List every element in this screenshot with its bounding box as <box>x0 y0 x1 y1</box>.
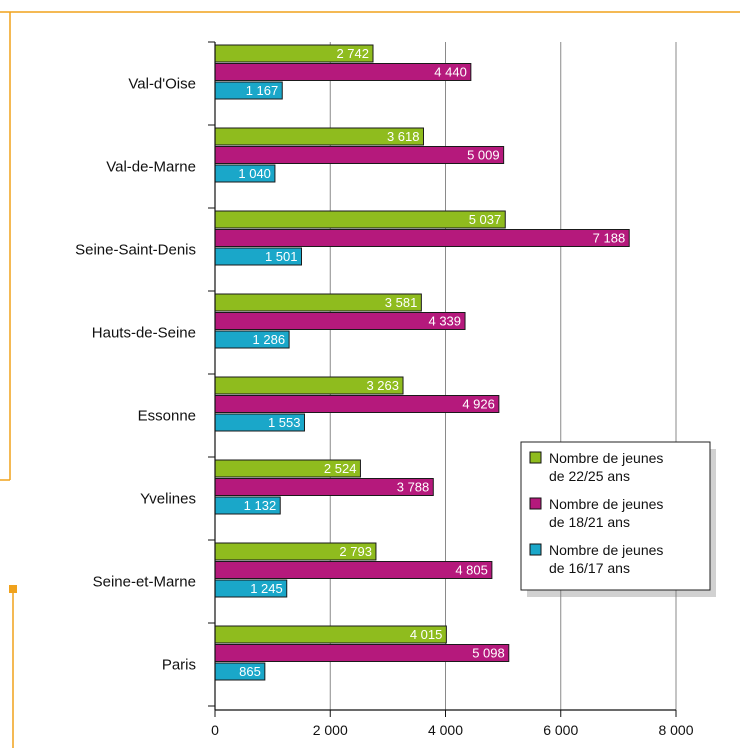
bar-label-val-de-marne-series-3: 1 040 <box>238 166 271 181</box>
bar-label-seine-saint-denis-series-2: 7 188 <box>593 231 626 246</box>
bar-label-val-de-marne-series-1: 3 618 <box>387 129 420 144</box>
bar-label-seine-et-marne-series-2: 4 805 <box>455 563 488 578</box>
legend-label-series-3-line-2: de 16/17 ans <box>549 560 630 576</box>
bar-label-seine-saint-denis-series-3: 1 501 <box>265 249 298 264</box>
legend-swatch-series-1 <box>529 451 542 464</box>
bar-label-yvelines-series-2: 3 788 <box>397 480 430 495</box>
bar-val-de-marne-series-2 <box>214 146 505 164</box>
bar-label-yvelines-series-3: 1 132 <box>244 498 277 513</box>
bar-label-val-de-marne-series-2: 5 009 <box>467 148 500 163</box>
bar-label-val-d-oise-series-3: 1 167 <box>246 83 279 98</box>
bar-label-paris-series-2: 5 098 <box>472 646 505 661</box>
category-label-paris: Paris <box>162 657 196 674</box>
bar-essonne-series-2 <box>214 395 500 413</box>
category-label-hauts-de-seine: Hauts-de-Seine <box>92 325 196 342</box>
bar-label-yvelines-series-1: 2 524 <box>324 461 357 476</box>
decorative-frame <box>0 11 740 748</box>
bar-label-val-d-oise-series-2: 4 440 <box>434 65 467 80</box>
legend: Nombre de jeunes de 22/25 ans Nombre de je… <box>520 441 716 597</box>
bar-seine-et-marne-series-2 <box>214 561 493 579</box>
bar-label-paris-series-3: 865 <box>239 664 261 679</box>
bar-label-essonne-series-3: 1 553 <box>268 415 301 430</box>
bar-label-essonne-series-1: 3 263 <box>366 378 399 393</box>
bar-label-seine-saint-denis-series-1: 5 037 <box>469 212 502 227</box>
bar-label-seine-et-marne-series-1: 2 793 <box>339 544 372 559</box>
bar-val-d-oise-series-2 <box>214 63 472 81</box>
category-label-seine-saint-denis: Seine-Saint-Denis <box>75 242 196 259</box>
legend-label-series-1-line-1: Nombre de jeunes <box>549 450 663 466</box>
x-tick-label-0: 0 <box>211 722 219 738</box>
legend-swatch-series-3 <box>529 543 542 556</box>
category-label-yvelines: Yvelines <box>140 491 196 508</box>
bar-label-hauts-de-seine-series-3: 1 286 <box>253 332 286 347</box>
bar-label-essonne-series-2: 4 926 <box>462 397 495 412</box>
legend-label-series-3-line-1: Nombre de jeunes <box>549 542 663 558</box>
bar-label-paris-series-1: 4 015 <box>410 627 443 642</box>
bar-label-hauts-de-seine-series-1: 3 581 <box>385 295 418 310</box>
bar-label-val-d-oise-series-1: 2 742 <box>336 46 369 61</box>
legend-label-series-2-line-1: Nombre de jeunes <box>549 496 663 512</box>
bar-label-seine-et-marne-series-3: 1 245 <box>250 581 283 596</box>
category-label-val-d-oise: Val-d'Oise <box>128 76 196 93</box>
bar-paris-series-2 <box>214 644 510 662</box>
x-tick-label-6000: 6 000 <box>543 722 578 738</box>
category-label-val-de-marne: Val-de-Marne <box>106 159 196 176</box>
category-label-essonne: Essonne <box>138 408 196 425</box>
bar-seine-saint-denis-series-2 <box>214 229 630 247</box>
legend-swatch-series-2 <box>529 497 542 510</box>
category-label-seine-et-marne: Seine-et-Marne <box>93 574 196 591</box>
legend-label-series-2-line-2: de 18/21 ans <box>549 514 630 530</box>
axes: Val-d'Oise Val-de-Marne Seine-Saint-Denis H… <box>75 41 694 738</box>
bar-seine-saint-denis-series-1 <box>214 210 506 229</box>
x-tick-label-2000: 2 000 <box>313 722 348 738</box>
x-tick-label-8000: 8 000 <box>658 722 693 738</box>
legend-label-series-1-line-2: de 22/25 ans <box>549 468 630 484</box>
x-tick-label-4000: 4 000 <box>428 722 463 738</box>
bar-label-hauts-de-seine-series-2: 4 339 <box>428 314 461 329</box>
bars: 2 742 4 440 1 167 3 618 5 009 1 040 5 037 7 188… <box>214 44 630 681</box>
frame-marker-square <box>9 585 17 593</box>
legend-box <box>520 441 711 591</box>
